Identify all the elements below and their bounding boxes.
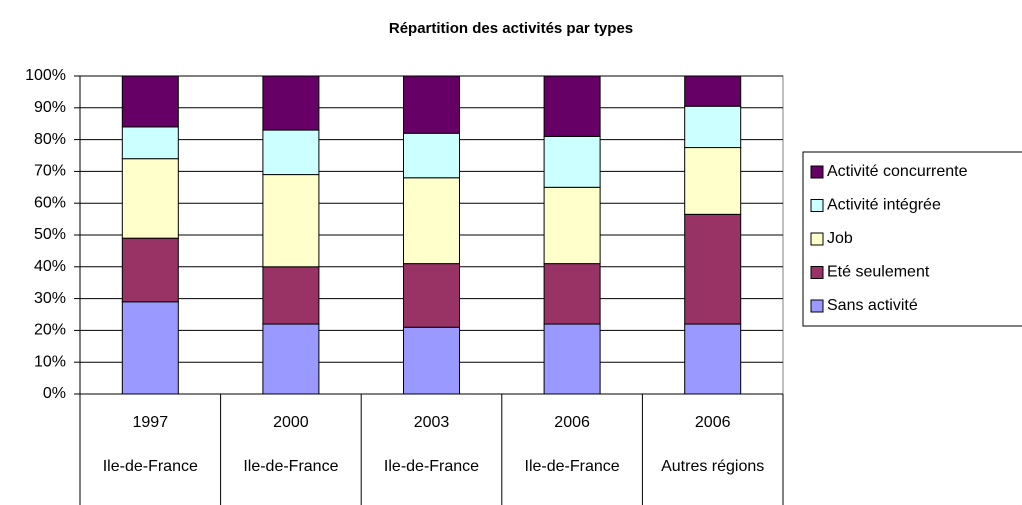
x-tick-label: 1997 (133, 414, 169, 431)
y-tick-label: 30% (34, 290, 66, 307)
bar-segment (543, 323, 601, 395)
bar-segment (121, 301, 179, 395)
y-tick-label: 70% (34, 163, 66, 180)
x-tick-label: 2006 (695, 414, 731, 431)
bar-segment (543, 186, 601, 265)
legend-swatch (810, 165, 824, 179)
x-tick-label: 2000 (273, 414, 309, 431)
bar-segment (121, 75, 179, 128)
legend-label: Activité intégrée (827, 197, 941, 214)
legend-label: Sans activité (827, 297, 918, 314)
bar-segment (121, 126, 179, 160)
bar-segment (262, 323, 320, 395)
bar-segment (543, 75, 601, 137)
bar-segment (684, 213, 742, 325)
y-tick-label: 0% (43, 385, 66, 402)
legend-swatch (810, 232, 824, 246)
y-tick-label: 60% (34, 194, 66, 211)
bar-segment (262, 174, 320, 268)
bar-segment (684, 323, 742, 395)
y-tick-label: 90% (34, 99, 66, 116)
category-group-label: Autres régions (661, 458, 765, 475)
legend-swatch (810, 299, 824, 313)
category-group-label: Ile-de-France (102, 458, 198, 475)
bar-segment (403, 75, 460, 134)
chart-title: Répartition des activités par types (389, 20, 633, 37)
legend-box (802, 151, 1022, 327)
bar-segment (543, 263, 601, 325)
bar-segment (262, 75, 320, 131)
bar-segment (403, 263, 460, 328)
y-tick-label: 10% (34, 353, 66, 370)
category-group-label: Ile-de-France (524, 458, 620, 475)
bar-segment (684, 147, 742, 215)
bar-segment (403, 326, 460, 395)
bar-segment (121, 158, 179, 239)
y-tick-label: 50% (34, 226, 66, 243)
bar-segment (684, 105, 742, 149)
y-tick-label: 80% (34, 131, 66, 148)
legend-label: Job (827, 230, 853, 247)
y-tick-label: 40% (34, 258, 66, 275)
bar-segment (403, 132, 460, 179)
legend-swatch (810, 199, 824, 212)
x-tick-label: 2006 (554, 414, 590, 431)
y-tick-label: 100% (25, 67, 66, 84)
bar-segment (262, 266, 320, 325)
bar-segment (403, 177, 460, 265)
category-group-label: Ile-de-France (243, 458, 339, 475)
bar-segment (543, 135, 601, 188)
category-group-label: Ile-de-France (383, 458, 480, 475)
bar-segment (121, 237, 179, 303)
bar-segment (684, 75, 742, 107)
x-tick-label: 2003 (414, 414, 450, 431)
bar-segment (262, 129, 320, 176)
legend-label: Activité concurrente (827, 163, 968, 180)
y-tick-label: 20% (34, 322, 66, 339)
legend-label: Eté seulement (827, 264, 930, 281)
legend-swatch (810, 266, 824, 279)
